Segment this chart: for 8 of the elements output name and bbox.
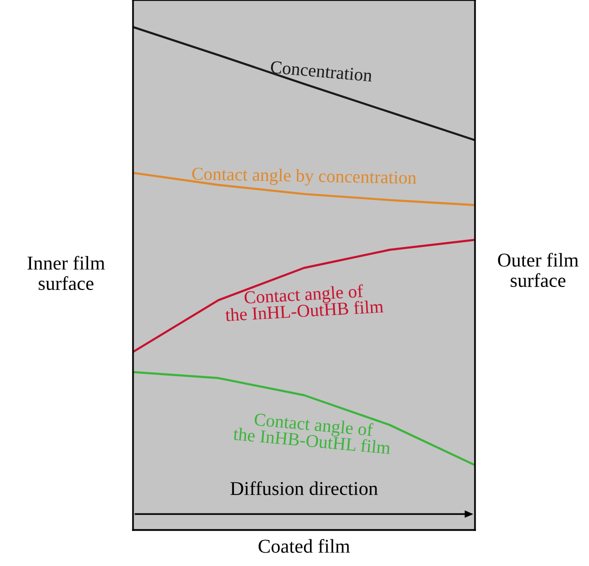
text: Outer film surface [498,252,578,288]
series-label: Contact angle by concentration [192,167,416,188]
text: Inner film surface [28,256,105,290]
x-axis-title: Coated film [258,538,350,553]
series-label: Contact angle of the InHL-OutHB film [225,284,384,322]
annotation: Diffusion direction [230,481,378,496]
series-label: Concentration [270,60,372,82]
text: Contact angle of the InHB-OutHL film [232,412,391,454]
